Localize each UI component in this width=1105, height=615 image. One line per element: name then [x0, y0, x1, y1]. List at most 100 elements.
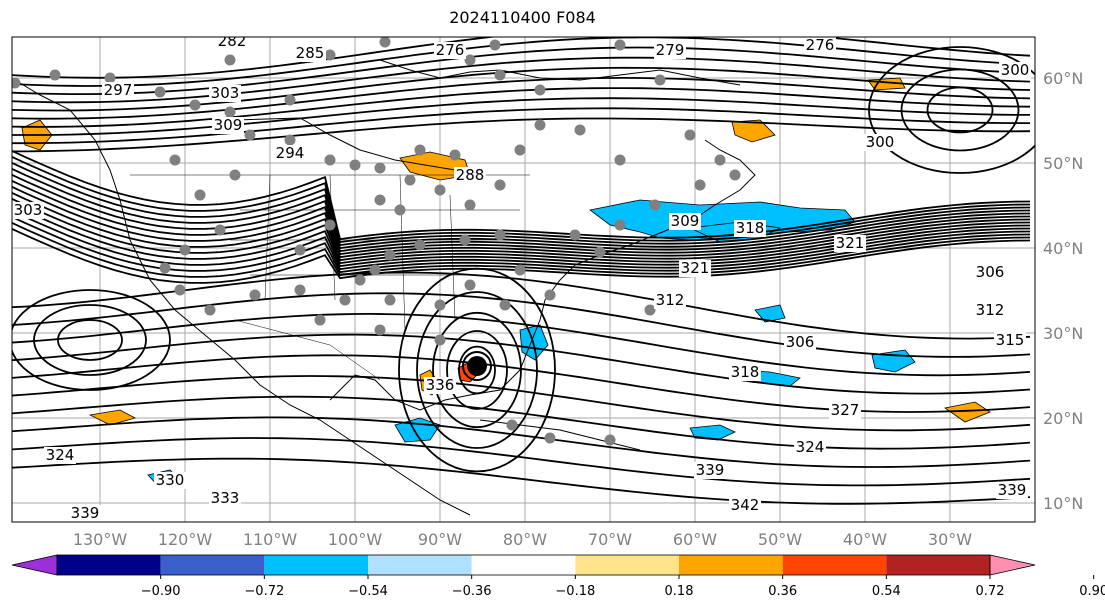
contour-label-bg: [102, 82, 134, 99]
contour-line: [12, 312, 1031, 377]
station-dot: [159, 262, 171, 274]
contour-label-bg: [834, 235, 866, 252]
contour-label-bg: [794, 439, 826, 456]
longitude-label: 40°W: [843, 530, 887, 549]
longitude-label: 100°W: [328, 530, 383, 549]
contour-label-bg: [216, 37, 248, 50]
contour-label-bg: [679, 260, 711, 277]
station-dot: [189, 99, 201, 111]
cyclone-contour: [446, 330, 508, 410]
colorbar-swatch: [471, 555, 576, 575]
contour-label: 282: [218, 32, 247, 50]
contour-label: 294: [276, 144, 305, 162]
contour-label-bg: [996, 482, 1028, 499]
contour-label-bg: [729, 364, 761, 381]
latitude-label: 40°N: [1043, 239, 1083, 258]
latitude-labels: 60°N 50°N 40°N 30°N 20°N 10°N: [1043, 69, 1083, 513]
contour-label: 288: [456, 166, 485, 184]
station-dot: [434, 334, 446, 346]
longitude-label: 50°W: [758, 530, 802, 549]
station-dot: [284, 94, 296, 106]
contour-label-bg: [784, 334, 816, 351]
station-dot: [349, 159, 361, 171]
colorbar-swatch: [679, 555, 783, 575]
colorbar-tick-label: 0.72: [976, 584, 1005, 599]
station-dot: [249, 289, 261, 301]
cyclone-contour: [398, 267, 556, 473]
contour-label: 339: [696, 461, 725, 479]
station-dot: [179, 244, 191, 256]
orange-patch-se: [944, 401, 991, 423]
contour-line: [12, 457, 1031, 505]
contour-label: 339: [71, 504, 100, 522]
contour-label: 303: [14, 201, 43, 219]
cyclone-symbol: [462, 351, 492, 381]
trough-contour: [926, 86, 994, 134]
contour-line: [12, 149, 1031, 241]
latitude-label: 30°N: [1043, 324, 1083, 343]
contour-line: [12, 155, 1031, 244]
contour-label: 309: [214, 116, 243, 134]
contour-label: 333: [211, 489, 240, 507]
station-dot: [464, 279, 476, 291]
latitude-label: 10°N: [1043, 494, 1083, 513]
contour-label-bg: [44, 447, 76, 464]
colorbar-tick-label: −0.90: [141, 584, 181, 599]
contour-line: [12, 37, 1031, 79]
colorbar-swatch: [160, 555, 265, 575]
station-dot: [224, 106, 236, 118]
contour-label-bg: [669, 213, 701, 230]
trough-contour: [868, 46, 1035, 174]
contour-label: 330: [156, 471, 185, 489]
contour-label: 321: [836, 234, 865, 252]
station-dot: [649, 199, 661, 211]
station-dot: [544, 289, 556, 301]
colorbar: −0.90 −0.72 −0.54 −0.36 −0.18 0.18 0.36 0.54 0.7…: [11, 554, 1105, 599]
station-dot: [449, 149, 461, 161]
station-dot: [12, 77, 21, 89]
contour-label-bg: [974, 302, 1006, 319]
station-dot: [434, 299, 446, 311]
station-dot: [514, 264, 526, 276]
contour-line: [12, 46, 1031, 95]
station-dot: [494, 229, 506, 241]
longitude-label: 60°W: [673, 530, 717, 549]
orange-patch-sw: [88, 409, 137, 426]
contour-line: [12, 333, 1031, 395]
contour-label: 300: [866, 133, 895, 151]
contour-label: 297: [104, 81, 133, 99]
contour-label-bg: [294, 45, 326, 62]
station-dot: [244, 129, 256, 141]
map-title: 2024110400 F084: [449, 8, 596, 27]
station-dot: [614, 154, 626, 166]
contour-line: [12, 179, 1031, 256]
colorbar-extend-max: [989, 554, 1036, 576]
contour-line: [12, 117, 1031, 153]
contour-label: 318: [731, 363, 760, 381]
longitude-label: 110°W: [243, 530, 298, 549]
contour-label: 276: [806, 36, 835, 54]
station-dot: [354, 274, 366, 286]
contour-label-bg: [654, 292, 686, 309]
station-dot: [506, 419, 518, 431]
contour-label-bg: [69, 505, 101, 522]
contour-lines: [12, 37, 1035, 505]
contour-label: 336: [426, 376, 455, 394]
contour-line: [12, 395, 1031, 450]
station-dot: [694, 179, 706, 191]
station-dot: [374, 162, 386, 174]
colorbar-swatch: [57, 555, 161, 575]
contour-line: [12, 37, 1031, 87]
station-dot: [374, 324, 386, 336]
contour-label: 339: [998, 481, 1027, 499]
station-dot: [544, 432, 556, 444]
station-dot: [369, 264, 381, 276]
contour-label-bg: [209, 490, 241, 507]
station-dot: [339, 294, 351, 306]
contour-line: [12, 87, 1031, 128]
colorbar-tick-label: −0.36: [452, 584, 492, 599]
station-dot: [169, 154, 181, 166]
cyclone-contour: [432, 311, 522, 429]
station-dot: [489, 39, 501, 51]
